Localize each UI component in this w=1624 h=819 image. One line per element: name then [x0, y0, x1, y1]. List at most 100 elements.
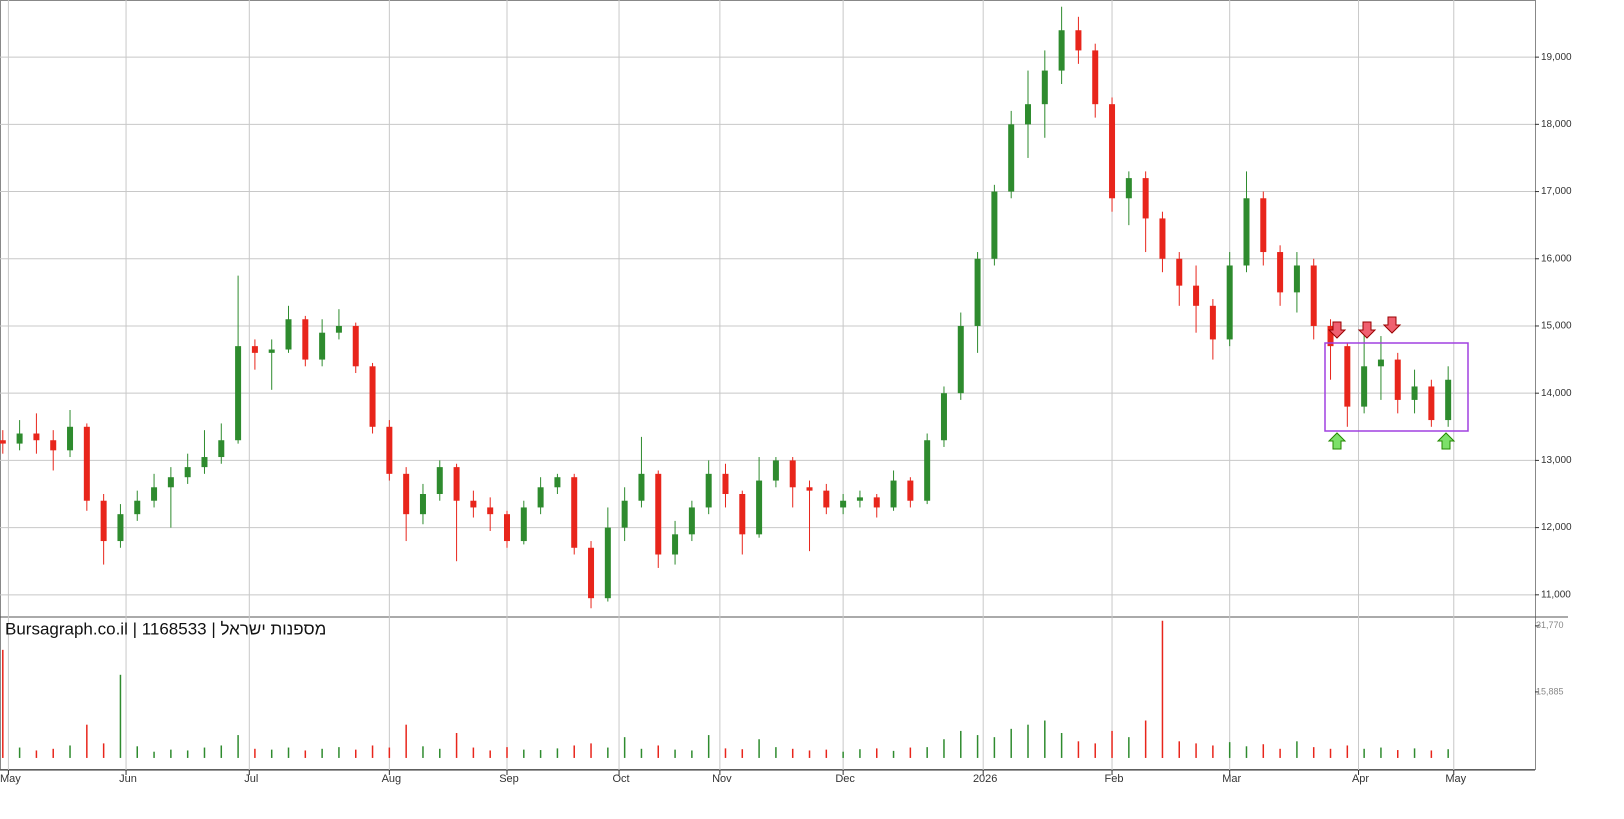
candle-body	[840, 500, 847, 508]
x-tick-label: Sep	[499, 773, 519, 785]
volume-tick-label: 15,885	[1536, 686, 1564, 696]
candle-body	[672, 534, 679, 555]
candle-body	[335, 325, 342, 333]
candle-body	[50, 440, 57, 451]
candle-body	[1327, 325, 1334, 347]
candle-body	[201, 457, 208, 468]
y-tick-label: 15,000	[1541, 321, 1572, 332]
candle-body	[436, 467, 443, 495]
candle-body	[1125, 178, 1132, 199]
candle-body	[1025, 104, 1032, 125]
candle-body	[1411, 386, 1418, 400]
candle-body	[419, 494, 426, 515]
candle-body	[1226, 265, 1233, 340]
candle-body	[503, 514, 510, 542]
candle-body	[873, 497, 880, 508]
x-tick-label: Jul	[244, 773, 258, 785]
candle-body	[1193, 285, 1200, 306]
candle-body	[588, 547, 595, 599]
candle-body	[621, 500, 628, 528]
x-tick-label: May	[1445, 773, 1466, 785]
candle-body	[1394, 359, 1401, 400]
candle-body	[1176, 258, 1183, 286]
candle-body	[134, 500, 141, 515]
x-tick-label: Jun	[119, 773, 137, 785]
candle-body	[235, 346, 242, 441]
x-tick-label: Oct	[612, 773, 629, 785]
candle-body	[403, 473, 410, 515]
candle-body	[453, 467, 460, 501]
candle-body	[33, 433, 40, 441]
y-tick-label: 11,000	[1541, 589, 1571, 600]
candle-body	[890, 480, 897, 508]
x-tick-label: Mar	[1222, 773, 1241, 785]
candle-body	[302, 319, 309, 360]
candle-body	[151, 487, 158, 501]
candle-body	[1260, 198, 1267, 253]
x-tick-label: Apr	[1352, 773, 1369, 785]
candle-body	[806, 487, 813, 491]
candle-body	[470, 500, 477, 508]
candle-body	[1344, 346, 1351, 407]
candle-body	[772, 460, 779, 481]
x-tick-label: May	[0, 773, 21, 785]
candle-body	[604, 527, 611, 599]
candle-body	[1243, 198, 1250, 266]
candle-body	[251, 346, 258, 353]
range-box	[1324, 342, 1469, 432]
candle-body	[1377, 359, 1384, 367]
candle-body	[823, 490, 830, 508]
candle-body	[756, 480, 763, 535]
candle-body	[924, 440, 931, 501]
candle-body	[218, 440, 225, 458]
candle-body	[1008, 124, 1015, 192]
candle-body	[789, 460, 796, 488]
candle-body	[1159, 218, 1166, 259]
y-tick-label: 16,000	[1541, 253, 1572, 264]
y-tick-label: 12,000	[1541, 522, 1572, 533]
candle-body	[67, 426, 74, 451]
candle-body	[1075, 30, 1082, 51]
y-tick-label: 19,000	[1541, 52, 1572, 63]
x-tick-label: Nov	[712, 773, 732, 785]
candle-body	[268, 349, 275, 353]
candle-body	[974, 258, 981, 326]
up-arrow	[1327, 432, 1347, 450]
candle-body	[537, 487, 544, 508]
up-arrow	[1436, 432, 1456, 450]
candle-body	[167, 477, 174, 488]
candle-body	[907, 480, 914, 501]
down-arrow	[1382, 316, 1402, 334]
candle-body	[856, 497, 863, 501]
candle-body	[705, 473, 712, 508]
down-arrow	[1327, 321, 1347, 339]
candle-body	[1209, 305, 1216, 340]
candle-body	[83, 426, 90, 501]
y-tick-label: 14,000	[1541, 388, 1572, 399]
candle-body	[487, 507, 494, 515]
candle-body	[100, 500, 107, 542]
x-tick-label: Dec	[835, 773, 855, 785]
y-tick-label: 13,000	[1541, 455, 1572, 466]
y-tick-label: 17,000	[1541, 186, 1572, 197]
candle-body	[184, 467, 191, 478]
candle-body	[1092, 50, 1099, 105]
candle-body	[1310, 265, 1317, 326]
x-tick-label: 2026	[973, 773, 997, 785]
candle-body	[1058, 30, 1065, 71]
candle-body	[352, 325, 359, 367]
y-tick-label: 18,000	[1541, 119, 1572, 130]
candle-body	[386, 426, 393, 474]
candle-body	[520, 507, 527, 542]
candle-body	[0, 440, 6, 444]
candle-body	[739, 494, 746, 535]
candle-body	[638, 473, 645, 501]
candle-body	[369, 366, 376, 427]
down-arrow	[1357, 321, 1377, 339]
candle-body	[16, 433, 23, 444]
candle-body	[1109, 104, 1116, 199]
candle-body	[571, 477, 578, 548]
candle-body	[117, 514, 124, 542]
